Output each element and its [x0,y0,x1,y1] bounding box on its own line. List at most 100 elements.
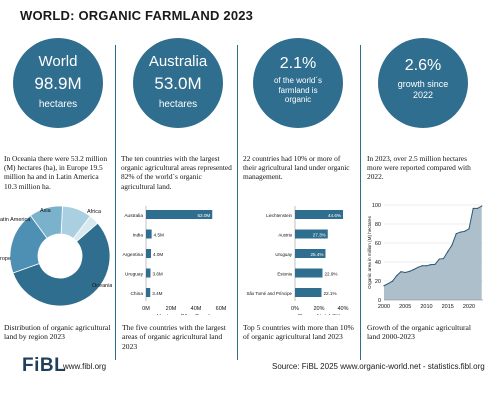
tick-label: 20% [313,306,324,312]
data-point [404,271,406,274]
chart-caption: Growth of the organic agricultural land … [367,323,472,342]
stat-value: 2.6% [404,57,442,74]
category-label: Estonia [277,271,292,276]
data-label: 3.4M [152,291,162,296]
column-divider [360,45,361,360]
growth-area-chart: 0 20 40 60 80 100 2000 2005 2010 2015 2020 Organic … [367,203,483,310]
top-countries-bar-chart: Australia 53.0M India 4.5M Argentina 4.0M Urug… [122,206,227,315]
australia-stat-circle: Australia 53.0M hectares [133,38,223,128]
region-text: In Oceania there were 53.2 million (M) h… [4,154,108,191]
data-point [383,285,385,287]
slice-label: Asia [40,208,52,214]
category-label: Australia [124,213,143,219]
axis-label: Hectares (M=millions) [157,314,210,315]
pie-slice [29,205,63,239]
tick-label: 2000 [378,304,390,310]
tick-label: 2005 [399,304,411,310]
data-label: 53.0M [197,213,210,218]
chart-caption: Top 5 countries with more than 10% of or… [243,323,354,342]
data-point [425,265,428,267]
data-point [387,282,389,285]
growth-text: In 2023, over 2.5 million hectares more … [367,154,471,182]
stat-value: 53.0M [154,74,202,93]
page-title: WORLD: ORGANIC FARMLAND 2023 [20,8,254,23]
tick-label: 0 [378,298,381,304]
category-label: Liechtenstein [266,213,292,218]
bar [295,288,322,297]
data-point [400,271,402,273]
tick-label: 0M [142,306,150,312]
tick-label: 40M [191,306,202,312]
data-point [464,230,466,232]
bar [295,210,343,219]
data-point [459,231,462,233]
stat-label: World [38,53,78,70]
data-point [396,274,398,277]
data-point [421,265,423,267]
data-point [447,251,449,253]
data-label: 4.5M [154,232,164,237]
bar [146,268,151,278]
top-ten-text: The ten countries with the largest organ… [121,154,232,191]
slice-label: Oceania [92,283,112,289]
stat-unit: growth since 2022 [397,79,449,100]
stat-unit: hectares [158,99,198,110]
tick-label: 100 [372,203,381,209]
stat-unit: hectares [38,99,78,110]
data-point [472,207,474,210]
data-point [442,257,445,260]
tick-label: 40 [375,260,381,266]
region-donut-chart: Asia Africa Oceania rope atin America [0,205,112,307]
fibl-logo: FiBL [22,355,67,376]
tick-label: 20 [375,279,381,285]
category-label: India [133,232,144,238]
data-point [408,270,411,273]
data-point [455,233,457,235]
data-point [476,207,479,210]
data-label: 27.3% [313,232,326,237]
tick-label: 40% [337,306,348,312]
stat-label: Australia [148,53,208,70]
category-label: Austria [278,232,292,237]
data-label: 25.4% [310,252,323,257]
data-point [391,280,394,282]
data-point [417,266,419,268]
stat-unit: of the world´s farmland is organic [273,76,323,104]
pie-slice [12,222,111,307]
share-bar-chart: Liechtenstein 44.6% Austria 27.3% Uruguay 25.… [246,206,349,315]
tick-label: 2020 [463,304,475,310]
data-label: 4.0M [153,252,163,257]
category-label: Uruguay [125,271,144,277]
data-label: 44.6% [328,213,341,218]
bar [295,268,323,278]
stat-value: 2.1% [279,55,317,72]
bar [146,249,151,258]
bar [295,229,328,239]
growth-stat-circle: 2.6% growth since 2022 [378,38,468,128]
axis-label: Organic area in million (M) hectares [367,215,372,288]
category-label: Uruguay [275,252,292,257]
world-stat-circle: World 98.9M hectares [13,38,103,128]
data-point [438,258,440,260]
slice-label: rope [0,256,11,262]
share-stat-circle: 2.1% of the world´s farmland is organic [253,38,343,128]
data-point [434,263,436,265]
series-line [383,205,482,287]
share-text: 22 countries had 10% or more of their ag… [243,154,350,182]
data-point [468,228,470,230]
source-note: Source: FiBL 2025 www.organic-world.net … [272,362,485,371]
data-label: 22.9% [324,271,337,276]
website-link[interactable]: www.fibl.org [63,362,107,371]
bar [146,288,151,297]
data-point [413,268,415,271]
tick-label: 60M [216,306,227,312]
slice-label: Africa [87,209,102,215]
bar [146,229,152,239]
tick-label: 0% [291,306,299,312]
data-point [451,244,453,246]
category-label: China [130,291,143,297]
category-label: Argentina [122,252,143,258]
category-label: São Tomé and Príncipe [246,291,292,296]
chart-caption: Distribution of organic agricultural lan… [4,323,111,342]
area-fill [384,206,482,300]
